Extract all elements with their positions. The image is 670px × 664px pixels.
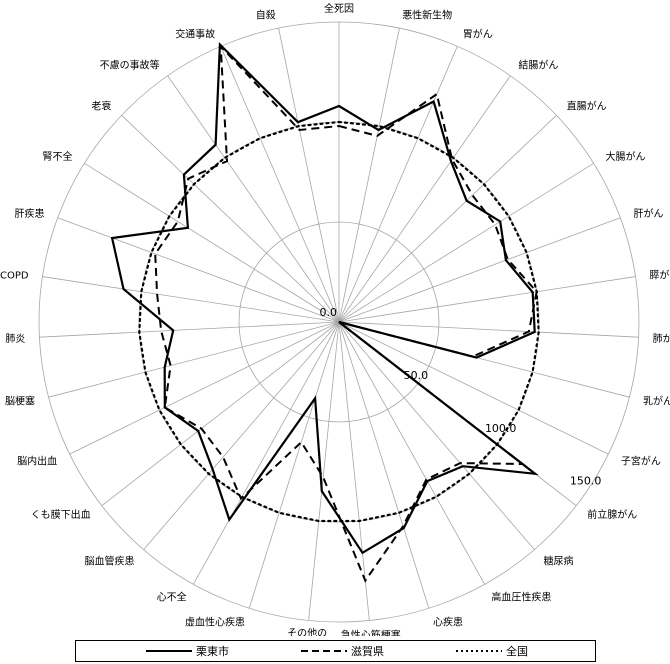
spoke-21 — [69, 321, 340, 455]
category-label-12: 糖尿病 — [544, 554, 574, 567]
tick-label-3: 150.0 — [570, 475, 602, 488]
category-label-2: 胃がん — [463, 27, 493, 40]
spoke-29 — [220, 46, 340, 323]
series-line-1 — [110, 41, 539, 555]
category-label-29: 交通事故 — [175, 27, 215, 40]
category-label-22: 脳梗塞 — [5, 395, 35, 408]
spoke-20 — [101, 321, 340, 506]
spoke-24 — [42, 276, 340, 323]
radial-axis-ticks: 0.0 50.0 100.0 150.0 — [320, 306, 602, 488]
radar-grid — [38, 21, 640, 623]
category-label-19: 脳血管疾患 — [85, 554, 135, 567]
legend-item-series-2: 滋賀県 — [301, 641, 384, 661]
category-label-1: 悪性新生物 — [402, 8, 452, 21]
radar-series — [110, 41, 540, 583]
spoke-6 — [338, 217, 621, 323]
category-label-11: 前立腺がん — [587, 508, 637, 521]
spoke-5 — [338, 162, 594, 323]
category-label-27: 老衰 — [91, 100, 111, 113]
category-label-0: 全死因 — [324, 2, 354, 15]
spoke-10 — [338, 321, 609, 455]
spoke-28 — [167, 75, 340, 323]
spoke-18 — [193, 321, 340, 585]
category-label-25: 肝疾患 — [15, 207, 45, 220]
spoke-27 — [121, 115, 340, 323]
legend-label: 全国 — [506, 645, 528, 658]
spoke-7 — [338, 276, 636, 323]
spoke-3 — [338, 75, 511, 323]
tick-label-0: 0.0 — [320, 306, 338, 319]
category-label-26: 腎不全 — [43, 150, 73, 163]
legend-line-solid — [146, 650, 192, 652]
category-label-15: 急性心筋梗塞 — [341, 628, 401, 636]
tick-label-2: 100.0 — [485, 422, 517, 435]
spoke-30 — [278, 28, 340, 323]
category-label-18: 心不全 — [157, 591, 187, 604]
spoke-17 — [248, 321, 340, 609]
category-label-30: 自殺 — [256, 8, 276, 21]
legend-line-dashed — [301, 650, 347, 652]
category-label-7: 膵がん — [649, 269, 670, 282]
legend-line-dotted — [456, 650, 502, 652]
legend-label: 滋賀県 — [351, 645, 384, 658]
spoke-26 — [84, 162, 340, 323]
spoke-8 — [338, 321, 639, 338]
legend-label: 栗東市 — [196, 645, 229, 658]
spoke-2 — [338, 46, 458, 323]
category-label-6: 肝がん — [634, 207, 664, 220]
category-label-20: くも膜下出血 — [31, 508, 91, 521]
legend-item-series-1: 栗東市 — [146, 641, 229, 661]
category-label-24: COPD — [0, 271, 29, 282]
category-label-10: 子宮がん — [621, 454, 661, 467]
spoke-14 — [338, 321, 430, 609]
category-label-23: 肺炎 — [5, 333, 25, 345]
series-line-3 — [138, 120, 540, 523]
legend: 栗東市 滋賀県 全国 — [75, 640, 596, 662]
category-label-21: 脳内出血 — [17, 454, 57, 467]
category-labels: 全死因 悪性新生物胃がん結腸がん直腸がん大腸がん肝がん膵がん肺がん乳がん子宮がん前… — [0, 2, 670, 636]
category-label-4: 直腸がん — [567, 100, 607, 113]
category-label-28: 不慮の事故等 — [100, 58, 160, 71]
category-label-5: 大腸がん — [606, 150, 646, 163]
category-label-14: 心疾患 — [433, 616, 463, 629]
category-label-9: 乳がん — [643, 395, 670, 408]
spoke-16 — [308, 321, 340, 621]
spoke-23 — [39, 321, 340, 338]
spoke-25 — [57, 217, 340, 323]
category-label-8: 肺がん — [653, 332, 670, 345]
series-line-2 — [154, 43, 538, 583]
spoke-15 — [338, 321, 370, 621]
legend-item-series-3: 全国 — [456, 641, 528, 661]
tick-label-1: 50.0 — [404, 369, 429, 382]
spoke-12 — [338, 321, 535, 550]
radar-chart: 0.0 50.0 100.0 150.0 全死因 悪性新生物胃がん結腸がん直腸がん大腸が… — [0, 2, 670, 636]
spoke-22 — [48, 321, 340, 398]
category-label-13: 高血圧性疾患 — [491, 591, 551, 604]
spoke-19 — [143, 321, 340, 550]
category-label-17: 虚血性心疾患 — [185, 616, 245, 629]
category-label-3: 結腸がん — [518, 58, 558, 71]
spoke-4 — [338, 115, 557, 323]
spoke-1 — [338, 28, 400, 323]
spoke-13 — [338, 321, 485, 585]
